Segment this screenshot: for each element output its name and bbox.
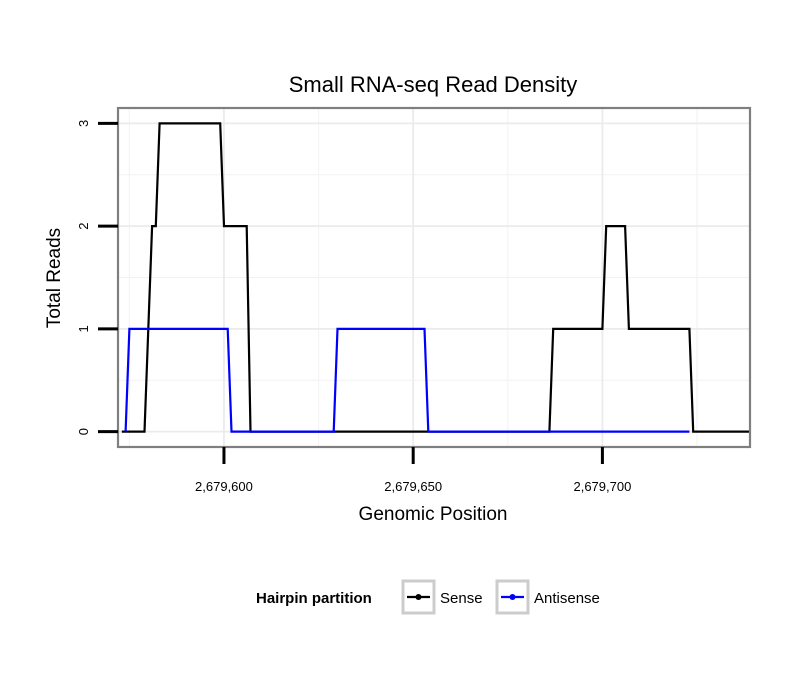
legend-item-antisense: Antisense (495, 579, 600, 615)
x-tick-label: 2,679,650 (384, 479, 442, 494)
legend: Hairpin partition Sense Antisense (256, 579, 600, 615)
plot-panel (116, 106, 752, 449)
legend-key-point (509, 594, 516, 600)
chart-title: Small RNA-seq Read Density (289, 72, 578, 97)
series-line-sense (121, 122, 750, 433)
y-tick-label: 0 (76, 428, 91, 435)
x-axis: 2,679,600 2,679,650 2,679,700 (195, 447, 631, 494)
plot-border (116, 106, 752, 449)
y-axis-title: Total Reads (44, 228, 65, 328)
series-line-antisense (124, 327, 690, 433)
legend-key-point (415, 594, 422, 600)
x-axis-title: Genomic Position (359, 504, 508, 525)
legend-title: Hairpin partition (256, 590, 372, 607)
y-tick-label: 1 (76, 325, 91, 332)
legend-label: Antisense (534, 590, 600, 607)
y-tick-label: 3 (76, 120, 91, 127)
y-axis: 0 1 2 3 (76, 120, 118, 435)
legend-item-sense: Sense (401, 579, 483, 615)
x-tick-label: 2,679,700 (573, 479, 631, 494)
x-tick-label: 2,679,600 (195, 479, 253, 494)
legend-label: Sense (440, 590, 483, 607)
y-tick-label: 2 (76, 222, 91, 229)
